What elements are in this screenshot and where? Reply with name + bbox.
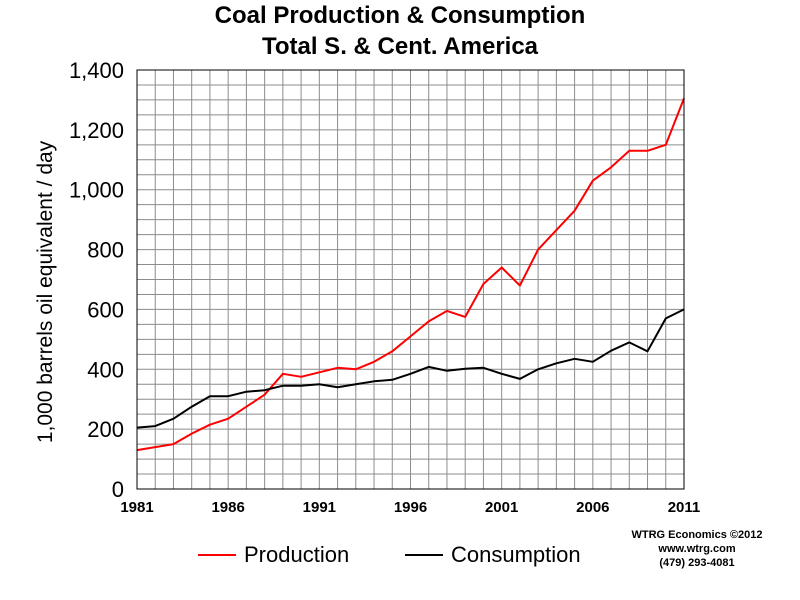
y-tick-label: 1,000 (69, 178, 124, 203)
y-axis-label: 1,000 barrels oil equivalent / day (34, 140, 57, 443)
x-tick-label: 2006 (576, 499, 609, 516)
y-tick-label: 1,200 (69, 118, 124, 143)
y-tick-label: 800 (87, 238, 124, 263)
x-tick-label: 1996 (394, 499, 427, 516)
x-tick-label: 1981 (120, 499, 153, 516)
chart-title-line2: Total S. & Cent. America (262, 33, 539, 60)
series-line-production (136, 98, 685, 452)
legend-production-label: Production (244, 542, 349, 567)
y-tick-label: 1,400 (69, 58, 124, 83)
x-tick-label: 2011 (668, 499, 701, 516)
y-tick-label: 0 (112, 477, 124, 502)
y-tick-label: 200 (87, 417, 124, 442)
chart-title-line1: Coal Production & Consumption (215, 2, 586, 29)
x-tick-label: 1991 (303, 499, 336, 516)
credit: WTRG Economics ©2012 www.wtrg.com (479) … (632, 529, 763, 569)
series-lines (136, 98, 685, 452)
legend: Production Consumption (198, 542, 581, 567)
series-line-consumption (136, 308, 685, 429)
x-axis-ticks: 1981 1986 1991 1996 2001 2006 2011 (120, 499, 700, 516)
legend-consumption-label: Consumption (451, 542, 581, 567)
y-tick-label: 400 (87, 357, 124, 382)
plot-frame (136, 69, 685, 490)
y-tick-label: 600 (87, 297, 124, 322)
credit-line1: WTRG Economics ©2012 (632, 529, 763, 541)
x-tick-label: 2001 (485, 499, 518, 516)
x-tick-label: 1986 (211, 499, 244, 516)
grid (137, 70, 684, 489)
y-axis-ticks: 0 200 400 600 800 1,000 1,200 1,400 (69, 58, 124, 502)
credit-line2: www.wtrg.com (657, 543, 735, 555)
credit-line3: (479) 293-4081 (659, 557, 734, 569)
